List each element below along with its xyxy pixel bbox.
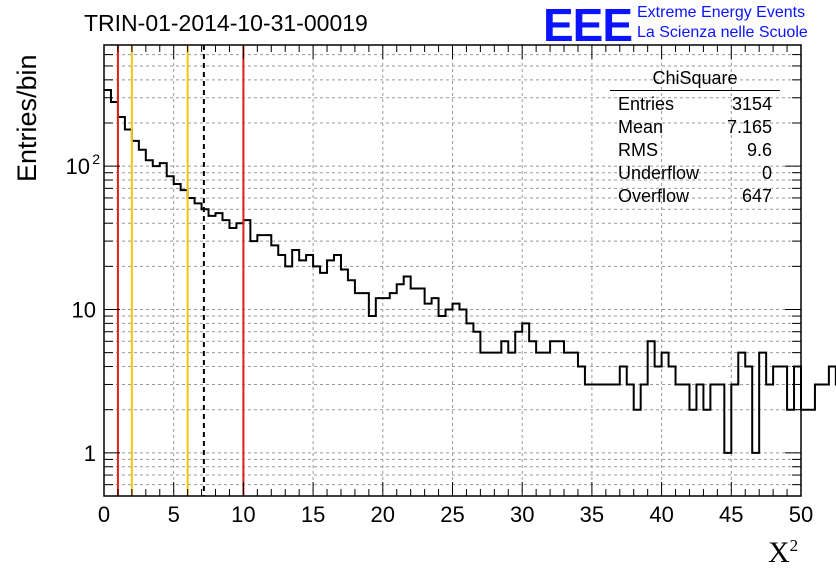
x-axis-label-sup: 2 [789, 536, 799, 555]
stats-box-title: ChiSquare [610, 68, 780, 91]
histogram-line [104, 88, 836, 454]
x-tick-label: 10 [231, 502, 255, 527]
logo-caption-line1: Extreme Energy Events [637, 4, 806, 21]
stats-value: 0 [761, 163, 772, 183]
logo-caption-line2: La Scienza nelle Scuole [637, 24, 808, 41]
x-tick-label: 5 [168, 502, 180, 527]
x-tick-label: 35 [580, 502, 604, 527]
stats-value: 647 [741, 186, 772, 206]
stats-row-underflow: Underflow 0 [610, 162, 780, 185]
stats-label: Mean [618, 117, 664, 137]
stats-row-overflow: Overflow 647 [610, 185, 780, 208]
stats-label: Entries [618, 94, 675, 114]
stats-label: Overflow [618, 186, 690, 206]
x-tick-label: 25 [440, 502, 464, 527]
x-tick-label: 15 [301, 502, 325, 527]
stats-row-rms: RMS 9.6 [610, 139, 780, 162]
x-tick-label: 45 [719, 502, 743, 527]
y-tick-label-sup: 2 [92, 151, 100, 167]
x-tick-label: 20 [371, 502, 395, 527]
y-tick-label: 10 [72, 297, 96, 322]
y-tick-label: 1 [84, 441, 96, 466]
chart-title: TRIN-01-2014-10-31-00019 [84, 10, 368, 36]
x-tick-label: 50 [789, 502, 813, 527]
x-axis-label: X2 [768, 536, 798, 570]
stats-value: 9.6 [746, 140, 772, 160]
x-tick-label: 30 [510, 502, 534, 527]
y-tick-label: 10 [66, 154, 90, 179]
stats-row-mean: Mean 7.165 [610, 116, 780, 139]
x-tick-label: 0 [98, 502, 110, 527]
logo-caption: Extreme Energy Events La Scienza nelle S… [637, 3, 808, 43]
stats-box: ChiSquare Entries 3154 Mean 7.165 RMS 9.6 U… [610, 68, 780, 208]
stats-row-entries: Entries 3154 [610, 93, 780, 116]
x-axis-label-base: X [768, 536, 790, 569]
stats-label: Underflow [618, 163, 700, 183]
x-tick-label: 40 [649, 502, 673, 527]
stats-value: 7.165 [726, 117, 772, 137]
stats-label: RMS [618, 140, 658, 160]
y-axis-label: Entries/bin [12, 54, 42, 182]
stats-value: 3154 [731, 94, 772, 114]
eee-logo: EEE [543, 0, 633, 51]
